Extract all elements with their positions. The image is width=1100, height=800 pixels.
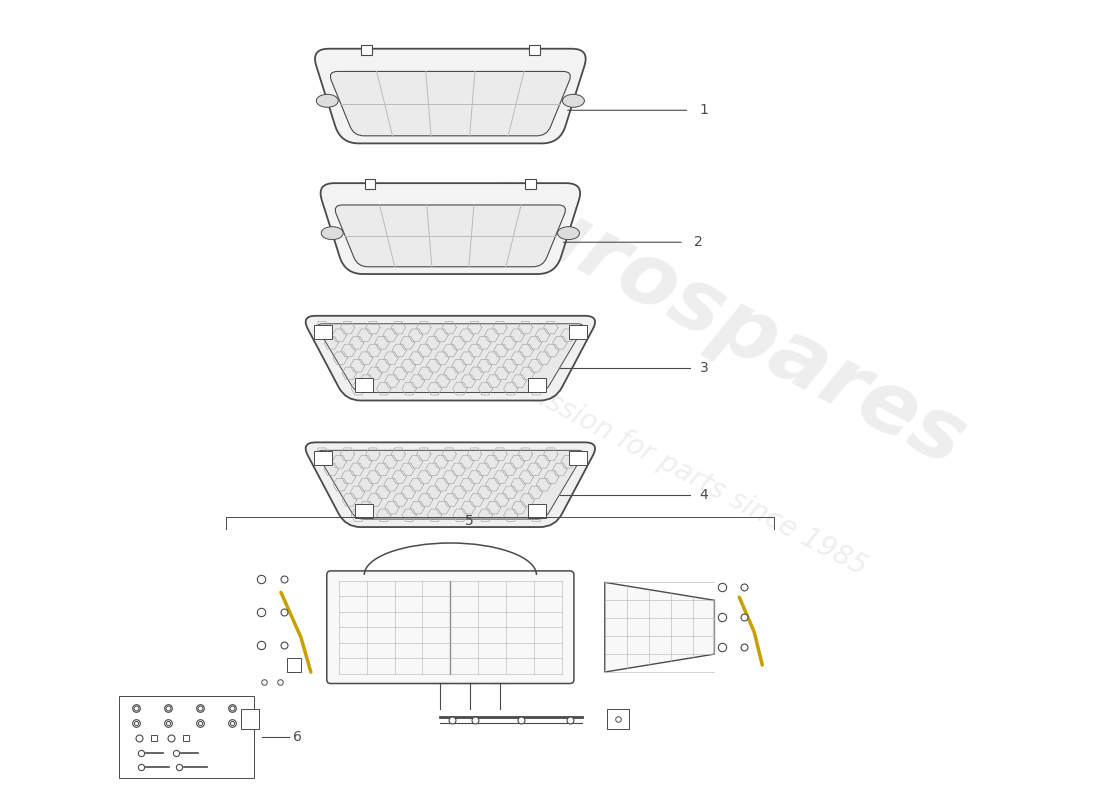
Text: 5: 5 — [465, 514, 474, 528]
Bar — [525, 179, 536, 189]
Bar — [287, 658, 301, 672]
PathPatch shape — [306, 316, 595, 401]
PathPatch shape — [315, 49, 585, 143]
Bar — [364, 179, 375, 189]
FancyBboxPatch shape — [327, 571, 574, 683]
Ellipse shape — [558, 226, 580, 240]
Ellipse shape — [562, 94, 584, 107]
PathPatch shape — [330, 71, 571, 136]
Bar — [354, 378, 373, 391]
PathPatch shape — [318, 450, 583, 519]
PathPatch shape — [320, 183, 580, 274]
Text: 1: 1 — [700, 103, 708, 118]
Text: eurospares: eurospares — [460, 156, 979, 485]
Bar — [119, 696, 253, 778]
Ellipse shape — [317, 94, 338, 107]
Polygon shape — [605, 582, 714, 672]
Ellipse shape — [321, 226, 343, 240]
Bar — [529, 45, 539, 54]
Bar — [314, 325, 332, 338]
Text: 3: 3 — [700, 361, 708, 375]
Text: 4: 4 — [700, 488, 708, 502]
Bar — [361, 45, 372, 54]
PathPatch shape — [306, 442, 595, 527]
Text: 2: 2 — [694, 235, 703, 250]
Bar — [569, 451, 587, 466]
Text: 6: 6 — [294, 730, 302, 744]
PathPatch shape — [318, 324, 583, 393]
Text: a passion for parts since 1985: a passion for parts since 1985 — [487, 359, 871, 581]
Bar — [354, 504, 373, 518]
Bar — [569, 325, 587, 338]
Bar — [314, 451, 332, 466]
Bar — [528, 504, 546, 518]
PathPatch shape — [336, 205, 565, 266]
Bar — [241, 710, 258, 730]
Bar — [528, 378, 546, 391]
Bar — [607, 710, 629, 730]
